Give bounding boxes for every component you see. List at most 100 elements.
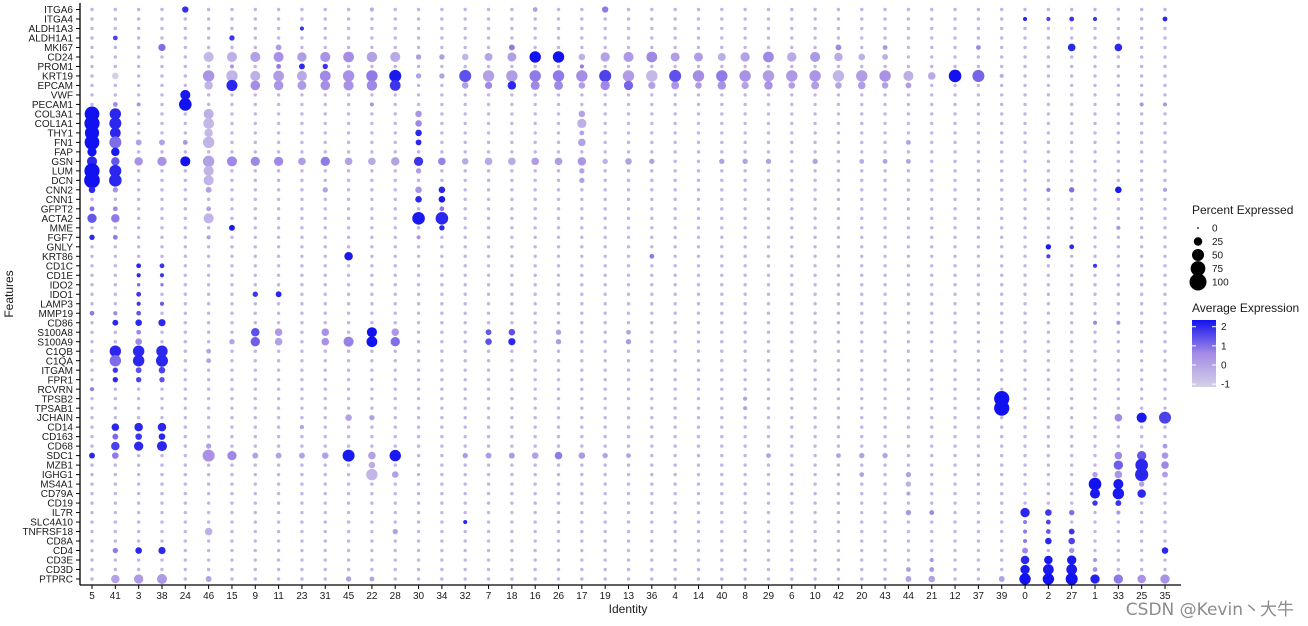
dot [930, 491, 934, 496]
dot [533, 501, 537, 505]
dot [90, 254, 94, 258]
dot [276, 321, 281, 325]
dot [486, 169, 491, 173]
dot [766, 349, 771, 353]
dot [813, 349, 817, 353]
dot [836, 520, 841, 524]
identity-label: 13 [623, 591, 635, 602]
dot [836, 321, 841, 325]
dot [370, 302, 374, 306]
dot [720, 216, 724, 221]
dot [953, 159, 957, 164]
dot [976, 140, 981, 145]
dot [976, 387, 981, 391]
dot [346, 472, 351, 477]
dot [720, 121, 724, 126]
dot [766, 235, 771, 239]
dot [486, 425, 491, 429]
dot [533, 548, 537, 553]
dot [836, 558, 841, 562]
dot [813, 235, 817, 239]
dot [440, 292, 444, 296]
dot [230, 529, 234, 534]
dot [790, 311, 794, 315]
dot [813, 292, 817, 296]
dot [346, 567, 351, 572]
dot [1093, 311, 1097, 315]
dot [206, 558, 211, 562]
dot [230, 501, 234, 505]
dot [1093, 273, 1097, 277]
dot [720, 226, 724, 230]
dot [533, 406, 537, 410]
dot [696, 368, 701, 372]
dot [1093, 74, 1097, 78]
dot [157, 156, 167, 167]
dot [1000, 491, 1004, 496]
dot [109, 345, 122, 357]
dot [298, 452, 305, 459]
dot [160, 7, 164, 12]
dot [790, 558, 794, 562]
dot [1000, 207, 1004, 211]
dot [1139, 377, 1144, 382]
dot [626, 377, 631, 382]
dot [1139, 150, 1144, 154]
dot [1093, 520, 1097, 524]
color-legend: Average Expression 210-1 [1192, 301, 1299, 391]
dot [579, 168, 585, 174]
dot [883, 510, 887, 515]
dot [743, 321, 747, 325]
dot [673, 358, 677, 363]
dot [416, 548, 421, 553]
dot [626, 577, 631, 581]
dot [1000, 349, 1004, 353]
dot [156, 441, 168, 452]
dot [1046, 207, 1051, 211]
dot [743, 567, 747, 572]
dot [111, 441, 120, 451]
dot [510, 491, 514, 496]
dot [1069, 178, 1074, 183]
dot [1046, 273, 1051, 277]
dot [136, 121, 141, 126]
dot [300, 17, 304, 21]
dot [836, 292, 841, 296]
dot [390, 51, 401, 62]
dot [112, 376, 119, 383]
dot [930, 321, 934, 325]
dot [206, 406, 211, 410]
color-legend-label: 1 [1221, 341, 1227, 352]
dot [860, 558, 864, 562]
dot [300, 216, 304, 221]
dot [906, 434, 911, 439]
dot [463, 491, 467, 496]
dot [1069, 26, 1074, 31]
dot [976, 444, 981, 448]
dot [720, 520, 724, 524]
dot [673, 387, 677, 391]
dot [109, 174, 122, 187]
dot [813, 368, 817, 372]
dot [486, 93, 491, 97]
dot [1023, 273, 1027, 277]
dot [206, 64, 211, 69]
dot [533, 463, 537, 467]
dot [393, 216, 397, 221]
dot [580, 321, 584, 325]
dot [1000, 415, 1004, 420]
dot [136, 226, 141, 230]
dot [1046, 254, 1051, 259]
dot [1045, 509, 1052, 516]
dot [1023, 93, 1027, 97]
dot [836, 17, 841, 21]
dot [556, 358, 561, 363]
dot [905, 471, 912, 478]
dot [132, 345, 145, 357]
dot [533, 45, 537, 50]
dot [533, 64, 537, 69]
dot [556, 425, 561, 429]
dot [603, 368, 607, 372]
dot [813, 7, 817, 12]
